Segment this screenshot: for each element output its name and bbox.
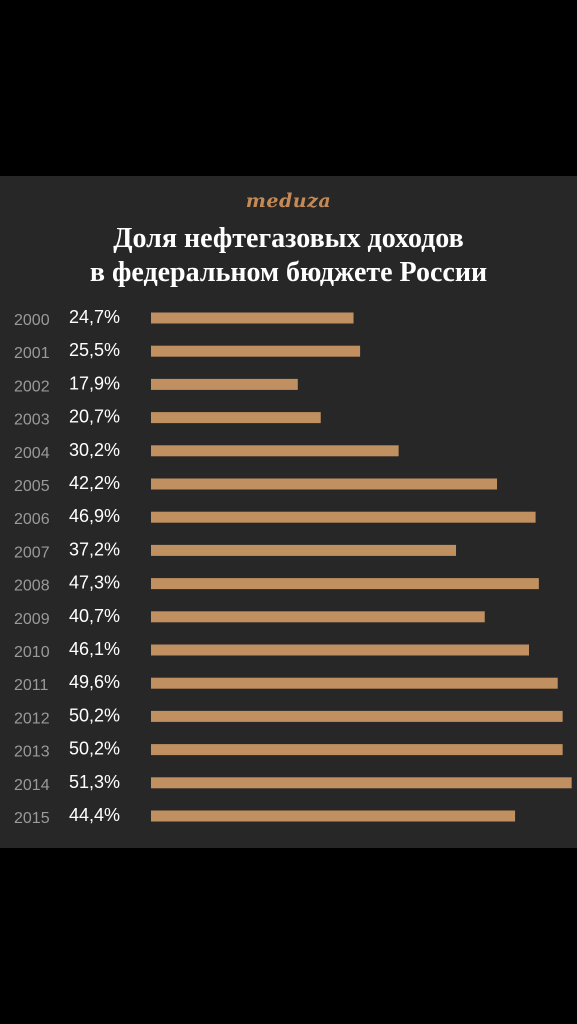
bar — [151, 345, 361, 357]
year-label: 2008 — [14, 578, 50, 595]
bar — [151, 312, 354, 324]
bar — [151, 611, 485, 623]
chart-title-line-1: Доля нефтегазовых доходов — [113, 223, 464, 254]
bar-chart: 2000 24,7% 2001 25,5% 2002 17,9% 2003 20,7% 2004… — [14, 307, 572, 827]
bar — [151, 744, 563, 756]
year-label: 2013 — [14, 744, 50, 761]
value-label: 17,9% — [69, 373, 120, 393]
bar — [151, 378, 298, 390]
year-label: 2004 — [14, 445, 50, 462]
year-label: 2003 — [14, 412, 50, 429]
year-label: 2012 — [14, 710, 50, 727]
value-label: 25,5% — [69, 340, 120, 360]
bar — [151, 511, 536, 523]
value-label: 50,2% — [69, 705, 120, 725]
year-label: 2000 — [14, 312, 50, 329]
chart-title-line-2: в федеральном бюджете России — [89, 257, 488, 288]
year-label: 2005 — [14, 478, 50, 495]
value-label: 42,2% — [69, 473, 120, 493]
value-label: 49,6% — [69, 672, 120, 692]
value-label: 30,2% — [69, 440, 120, 460]
value-label: 46,9% — [69, 506, 120, 526]
value-label: 51,3% — [69, 772, 120, 792]
bar — [151, 478, 498, 490]
value-label: 40,7% — [69, 606, 120, 626]
value-label: 20,7% — [69, 407, 120, 427]
year-label: 2001 — [14, 345, 50, 362]
bar — [151, 644, 530, 656]
bar — [151, 578, 539, 590]
bar — [151, 677, 558, 689]
meduza-logo: meduza — [245, 190, 332, 212]
bar — [151, 445, 399, 457]
chart-panel: meduza Доля нефтегазовых доходов в федер… — [0, 176, 577, 848]
year-label: 2007 — [14, 544, 50, 561]
year-label: 2011 — [14, 677, 49, 694]
year-label: 2010 — [14, 644, 50, 661]
year-label: 2002 — [14, 378, 50, 395]
bar — [151, 544, 457, 556]
value-label: 24,7% — [69, 307, 120, 327]
value-label: 37,2% — [69, 539, 120, 559]
chart-title: Доля нефтегазовых доходов в федеральном … — [0, 222, 577, 290]
value-label: 50,2% — [69, 739, 120, 759]
year-label: 2009 — [14, 611, 50, 628]
value-label: 46,1% — [69, 639, 120, 659]
year-label: 2015 — [14, 810, 50, 827]
value-label: 44,4% — [69, 805, 120, 825]
year-label: 2014 — [14, 777, 50, 794]
bar — [151, 710, 563, 722]
bar — [151, 777, 572, 789]
value-label: 47,3% — [69, 573, 120, 593]
year-label: 2006 — [14, 511, 50, 528]
bar — [151, 412, 321, 424]
bar — [151, 810, 516, 822]
